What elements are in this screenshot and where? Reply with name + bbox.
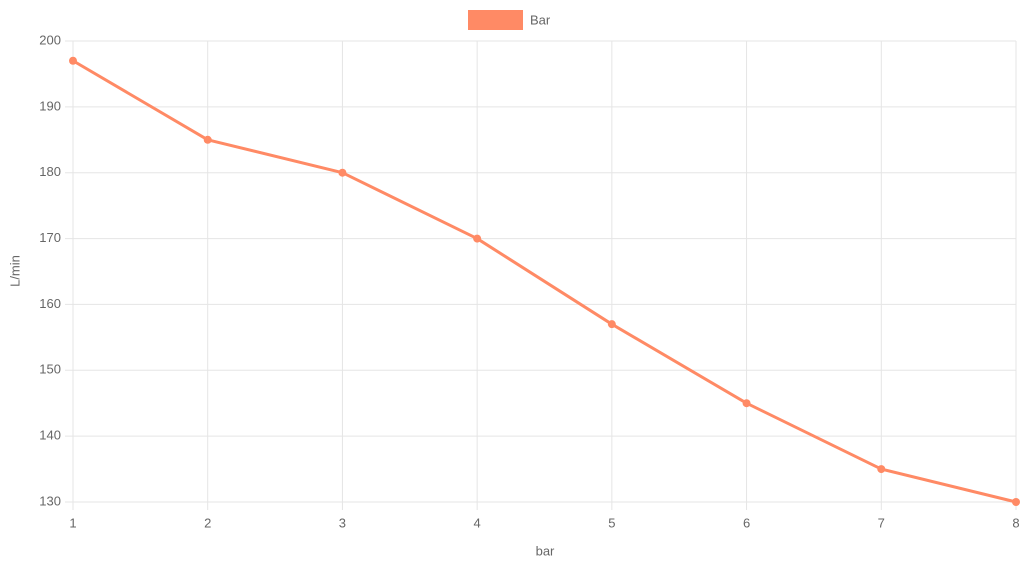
- legend-swatch: [468, 10, 523, 30]
- x-tick-label: 8: [1012, 515, 1019, 530]
- y-tick-label: 150: [39, 362, 61, 377]
- line: [72, 59, 1017, 504]
- x-tick-label: 1: [69, 515, 76, 530]
- point: [877, 465, 886, 474]
- y-tick-label: 170: [39, 230, 61, 245]
- y-axis-label: L/min: [7, 255, 22, 287]
- x-tick-label: 5: [608, 515, 615, 530]
- y-tick-label: 190: [39, 98, 61, 113]
- legend-label: Bar: [530, 12, 551, 27]
- y-tick-label: 180: [39, 164, 61, 179]
- y-tick-label: 140: [39, 428, 61, 443]
- x-axis-label: bar: [536, 543, 555, 558]
- y-tick-label: 200: [39, 32, 61, 47]
- point: [473, 234, 482, 243]
- y-tick-label: 130: [39, 493, 61, 508]
- point: [1012, 498, 1020, 506]
- x-tick-label: 3: [339, 515, 346, 530]
- x-tick-label: 7: [878, 515, 885, 530]
- point: [69, 56, 77, 65]
- point: [203, 135, 212, 144]
- y-tick-label: 160: [39, 296, 61, 311]
- x-tick-label: 6: [743, 515, 750, 530]
- point: [607, 320, 616, 329]
- x-tick-label: 4: [474, 515, 481, 530]
- point: [742, 399, 751, 408]
- x-tick-label: 2: [204, 515, 211, 530]
- point: [338, 168, 347, 177]
